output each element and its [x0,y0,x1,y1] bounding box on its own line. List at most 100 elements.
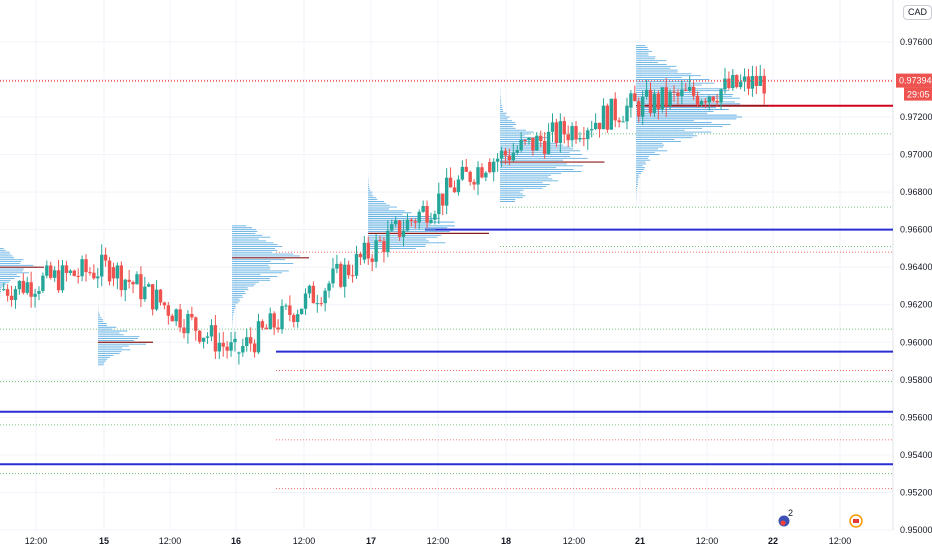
candle-body [84,259,88,273]
x-tick-label: 21 [635,536,645,546]
candle-body [484,172,488,178]
x-tick-label: 12:00 [25,536,48,546]
candle-body [135,274,139,285]
horizontal-levels [0,80,893,490]
candle-body [241,346,245,353]
candle-body [550,122,555,132]
candle-body [41,275,45,292]
candle-body [621,121,625,123]
candle-body [523,140,527,142]
x-tick-label: 12:00 [829,536,852,546]
countdown-tag [904,87,932,101]
y-tick-label: 0.97200 [900,112,932,122]
price-axis[interactable]: 0.976000.974000.972000.970000.968000.966… [900,37,932,535]
candle-body [762,75,766,94]
candle-body [629,93,633,108]
candle-body [303,293,308,309]
candle-body [123,279,127,291]
candle-body [296,314,300,323]
x-tick-label: 22 [768,536,778,546]
ca-event-icon-flag [853,519,859,523]
candle-body [405,219,410,231]
candle-body [107,260,112,282]
candle-body [25,282,29,293]
candle-body [390,224,394,231]
candle-body [119,265,123,291]
candle-body [88,272,92,274]
candle-body [343,264,347,287]
candle-body [323,290,327,304]
event-icons[interactable]: 2 [777,508,863,528]
candle-body [9,295,14,300]
candle-body [535,135,539,151]
candle-body [417,211,421,223]
candle-body [648,89,653,113]
candle-body [492,161,496,173]
candle-body [284,305,288,307]
candle-body [268,313,272,330]
x-tick-label: 12:00 [293,536,316,546]
candle-body [695,95,700,105]
candle-body [139,274,143,300]
candle-body [378,240,382,242]
currency-badge[interactable]: CAD [903,5,932,20]
price-tags: 0.97394 29:05 [0,73,932,101]
candle-body [354,253,359,276]
candle-body [186,313,190,334]
candle-body [468,171,472,182]
x-tick-label: 17 [366,536,376,546]
candle-body [339,263,343,287]
candle-body [100,254,104,277]
candle-body [166,305,171,316]
candle-body [45,265,49,276]
candle-body [652,93,657,113]
candle-body [593,122,598,130]
candle-body [52,270,57,278]
candle-body [441,193,445,206]
candle-body [758,75,762,86]
candle-body [429,219,433,223]
candle-body [209,325,214,337]
candle-body [256,321,261,353]
candle-body [162,302,167,306]
candle-body [96,276,100,279]
candle-body [707,96,711,103]
candle-body [688,86,692,91]
x-tick-label: 18 [501,536,511,546]
candle-body [507,155,512,161]
candle-body [711,96,715,101]
y-tick-label: 0.95200 [900,487,932,497]
candle-body [311,285,316,304]
candle-body [413,221,417,223]
candle-body [2,289,6,291]
y-tick-label: 0.96800 [900,187,932,197]
candle-body [264,327,269,330]
candle-body [640,96,645,117]
candle-body [554,122,559,143]
last-price-tag [896,73,932,88]
candle-body [452,187,457,193]
candle-body [147,284,151,287]
candle-body [103,254,108,261]
candlesticks [2,64,766,365]
candle-body [158,289,163,303]
time-axis[interactable]: 12:00 15 12:00 16 12:00 17 12:00 18 12:00 21 12:00… [25,536,852,546]
candle-body [460,166,465,180]
candle-body [511,152,515,161]
candle-body [590,129,594,131]
candle-body [72,270,76,276]
y-tick-label: 0.96200 [900,300,932,310]
candle-body [292,314,296,323]
candle-body [178,309,182,328]
candle-body [546,131,551,154]
candle-body [33,293,37,297]
candle-body [327,283,331,291]
candle-body [433,214,437,220]
candle-body [444,177,449,206]
candle-body [131,281,135,285]
candle-body [676,92,680,97]
candle-body [738,81,743,88]
y-tick-label: 0.95800 [900,375,932,385]
candle-body [578,138,582,140]
